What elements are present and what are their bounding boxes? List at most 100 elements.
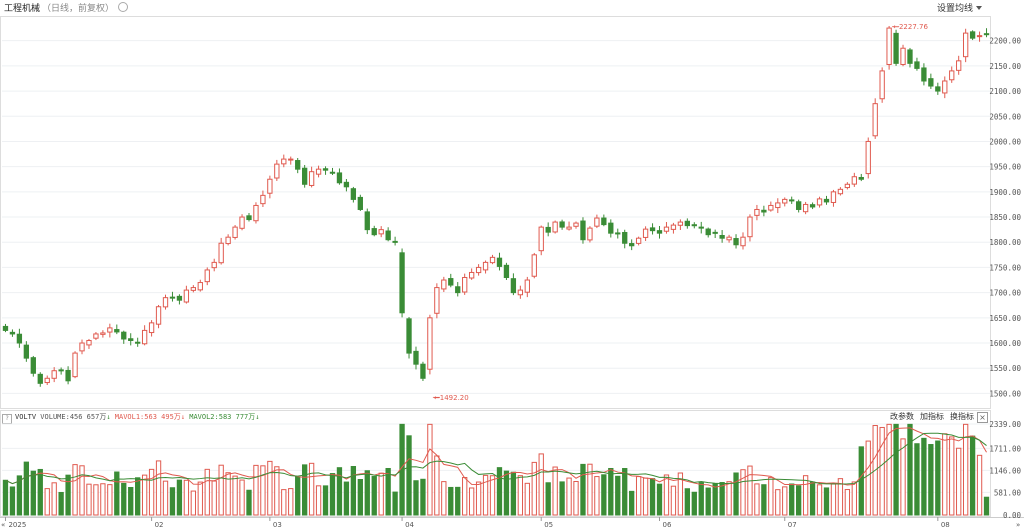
candle xyxy=(663,226,670,232)
price-tick-label: 2200.00 xyxy=(989,37,1021,46)
candle xyxy=(747,216,753,238)
price-tick-label: 1900.00 xyxy=(989,188,1021,197)
candle xyxy=(169,296,176,299)
candle xyxy=(789,199,795,202)
candle xyxy=(802,203,809,213)
price-tick-label: 2150.00 xyxy=(989,62,1021,71)
gear-icon[interactable] xyxy=(118,2,129,12)
volume-bar xyxy=(601,474,607,516)
volume-indicator-name: VOLTV xyxy=(15,413,37,421)
volume-bar xyxy=(587,463,593,516)
candle xyxy=(489,256,496,264)
candle xyxy=(698,226,704,229)
volume-bar xyxy=(663,474,670,516)
candle xyxy=(733,238,739,246)
volume-bar xyxy=(441,481,447,516)
edit-params-button[interactable]: 改参数 xyxy=(890,412,914,421)
candle xyxy=(107,327,113,333)
volume-bar xyxy=(434,455,440,516)
candle xyxy=(858,177,864,180)
volume-bar xyxy=(239,479,245,516)
volume-bar xyxy=(336,467,343,516)
candle xyxy=(343,181,350,188)
chart-subtitle: （日线，前复权） xyxy=(42,4,115,14)
volume-bar xyxy=(420,478,426,516)
volume-label: VOLUME: xyxy=(40,413,70,421)
price-tick-label: 1750.00 xyxy=(989,263,1021,272)
volume-bar xyxy=(462,477,468,516)
volume-bar xyxy=(16,475,23,516)
volume-bar xyxy=(921,437,927,516)
volume-bar xyxy=(329,473,336,516)
volume-bar xyxy=(308,462,315,516)
candle xyxy=(128,338,134,341)
volume-bar xyxy=(517,475,524,516)
ma-settings-button[interactable]: 设置均线 xyxy=(937,2,982,16)
candle xyxy=(267,178,273,194)
volume-bar xyxy=(942,433,948,516)
volume-bar xyxy=(232,475,238,516)
volume-bar xyxy=(962,423,969,516)
volume-bar xyxy=(155,460,162,516)
volume-bar xyxy=(969,435,976,516)
volume-bar xyxy=(656,483,663,516)
volume-bar xyxy=(809,481,816,516)
volume-bar xyxy=(893,423,899,516)
candle xyxy=(190,287,196,291)
volume-bar xyxy=(385,467,391,516)
candle xyxy=(162,297,169,308)
close-icon[interactable]: × xyxy=(977,412,988,423)
scroll-right-icon: » xyxy=(1016,521,1020,529)
candle xyxy=(531,254,537,277)
scroll-left-icon: « xyxy=(1,521,5,529)
candle xyxy=(580,220,586,241)
volume-bar xyxy=(65,474,71,516)
candle xyxy=(302,167,308,185)
volume-bar xyxy=(455,486,461,516)
chevron-down-icon xyxy=(976,6,982,10)
volume-bar xyxy=(315,485,322,516)
candle xyxy=(93,333,99,339)
switch-indicator-button[interactable]: 换指标 xyxy=(950,412,974,421)
volume-bar xyxy=(670,485,677,516)
candle xyxy=(656,230,663,234)
candle xyxy=(775,202,781,209)
time-tick-label: 02 xyxy=(155,521,164,529)
volume-bar xyxy=(371,476,377,516)
volume-bar xyxy=(635,476,642,516)
volume-bar xyxy=(2,479,9,516)
mavol1-line xyxy=(5,427,987,488)
volume-bar xyxy=(169,487,176,516)
down-arrow-icon: ↓ xyxy=(255,413,260,421)
candle xyxy=(872,103,878,137)
volume-bar xyxy=(928,444,934,516)
volume-bar xyxy=(608,467,614,516)
candle xyxy=(86,339,92,346)
candle xyxy=(253,204,259,222)
volume-bar xyxy=(844,489,851,516)
volume-tick-label: 0.00 xyxy=(1003,511,1022,520)
volume-bar xyxy=(622,468,628,516)
candle xyxy=(148,322,155,334)
candle xyxy=(754,208,760,216)
candle xyxy=(288,158,294,161)
candle xyxy=(406,318,412,354)
candle xyxy=(740,236,746,247)
price-tick-label: 1550.00 xyxy=(989,364,1021,373)
volume-bar xyxy=(246,489,252,516)
volume-bar xyxy=(148,468,155,516)
volume-bar xyxy=(357,479,363,516)
volume-bar xyxy=(761,484,767,516)
candle xyxy=(796,201,802,210)
candle xyxy=(37,373,43,384)
candle xyxy=(552,221,558,233)
volume-bar xyxy=(983,496,990,516)
volume-bar xyxy=(30,470,36,516)
chart-title: 工程机械 xyxy=(4,4,41,14)
volume-bar xyxy=(684,488,690,516)
volume-bar xyxy=(726,481,732,516)
add-indicator-button[interactable]: 加指标 xyxy=(920,412,944,421)
candle xyxy=(712,231,718,234)
volume-bar xyxy=(413,480,419,516)
